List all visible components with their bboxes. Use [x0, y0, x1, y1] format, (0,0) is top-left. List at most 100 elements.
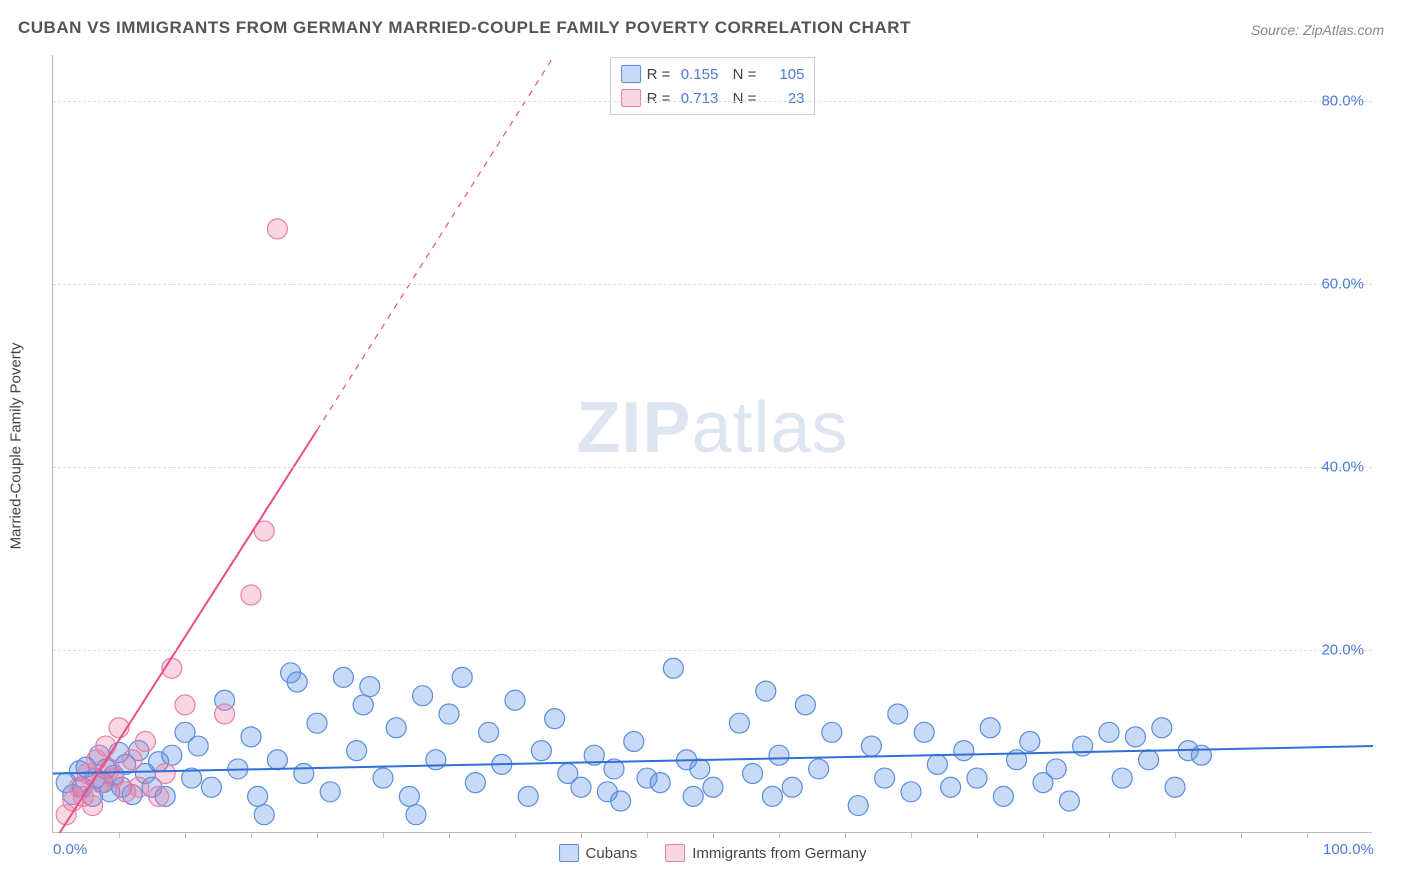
- point-germany: [129, 777, 149, 797]
- point-germany: [241, 585, 261, 605]
- point-germany: [149, 786, 169, 806]
- point-cubans: [188, 736, 208, 756]
- gridline: [53, 650, 1372, 651]
- point-cubans: [1139, 750, 1159, 770]
- point-cubans: [399, 786, 419, 806]
- x-tick-mark: [251, 832, 252, 838]
- trend-line: [317, 55, 555, 430]
- x-tick-mark: [1043, 832, 1044, 838]
- point-cubans: [769, 745, 789, 765]
- point-cubans: [353, 695, 373, 715]
- gridline: [53, 467, 1372, 468]
- point-cubans: [162, 745, 182, 765]
- trend-line: [53, 746, 1373, 773]
- x-tick-mark: [845, 832, 846, 838]
- y-tick-label: 40.0%: [1321, 458, 1364, 475]
- chart-title: CUBAN VS IMMIGRANTS FROM GERMANY MARRIED…: [18, 18, 911, 38]
- gridline: [53, 284, 1372, 285]
- point-cubans: [1099, 722, 1119, 742]
- point-cubans: [347, 741, 367, 761]
- point-germany: [267, 219, 287, 239]
- point-cubans: [287, 672, 307, 692]
- point-cubans: [762, 786, 782, 806]
- point-cubans: [426, 750, 446, 770]
- point-cubans: [294, 764, 314, 784]
- legend-item-germany: Immigrants from Germany: [665, 844, 866, 862]
- point-cubans: [822, 722, 842, 742]
- point-germany: [96, 736, 116, 756]
- point-cubans: [980, 718, 1000, 738]
- y-tick-label: 60.0%: [1321, 275, 1364, 292]
- point-cubans: [743, 764, 763, 784]
- bottom-legend: Cubans Immigrants from Germany: [559, 844, 867, 862]
- x-tick-mark: [1175, 832, 1176, 838]
- point-cubans: [650, 773, 670, 793]
- point-cubans: [307, 713, 327, 733]
- point-cubans: [683, 786, 703, 806]
- point-cubans: [861, 736, 881, 756]
- x-tick-mark: [449, 832, 450, 838]
- point-cubans: [320, 782, 340, 802]
- x-tick-mark: [383, 832, 384, 838]
- x-tick-mark: [515, 832, 516, 838]
- x-tick-mark: [779, 832, 780, 838]
- point-germany: [175, 695, 195, 715]
- point-cubans: [518, 786, 538, 806]
- point-cubans: [954, 741, 974, 761]
- point-cubans: [439, 704, 459, 724]
- point-cubans: [624, 731, 644, 751]
- point-cubans: [703, 777, 723, 797]
- point-germany: [155, 764, 175, 784]
- x-tick-mark: [1109, 832, 1110, 838]
- point-cubans: [690, 759, 710, 779]
- point-cubans: [1165, 777, 1185, 797]
- x-tick-label: 100.0%: [1323, 841, 1374, 858]
- point-cubans: [505, 690, 525, 710]
- x-tick-mark: [1307, 832, 1308, 838]
- x-tick-mark: [317, 832, 318, 838]
- point-cubans: [1191, 745, 1211, 765]
- point-cubans: [545, 709, 565, 729]
- point-germany: [122, 750, 142, 770]
- point-cubans: [611, 791, 631, 811]
- point-cubans: [901, 782, 921, 802]
- point-cubans: [479, 722, 499, 742]
- point-cubans: [1020, 731, 1040, 751]
- x-tick-mark: [647, 832, 648, 838]
- point-cubans: [663, 658, 683, 678]
- point-cubans: [248, 786, 268, 806]
- legend-item-cubans: Cubans: [559, 844, 638, 862]
- point-cubans: [386, 718, 406, 738]
- chart-area: ZIPatlas R = 0.155 N = 105 R = 0.713 N =…: [52, 55, 1372, 833]
- point-cubans: [967, 768, 987, 788]
- point-cubans: [571, 777, 591, 797]
- point-cubans: [1152, 718, 1172, 738]
- point-cubans: [941, 777, 961, 797]
- source-label: Source: ZipAtlas.com: [1251, 22, 1384, 38]
- point-cubans: [756, 681, 776, 701]
- point-cubans: [1112, 768, 1132, 788]
- swatch-blue-icon: [559, 844, 579, 862]
- x-tick-mark: [1241, 832, 1242, 838]
- point-cubans: [452, 667, 472, 687]
- swatch-pink-icon: [665, 844, 685, 862]
- x-tick-label: 0.0%: [53, 841, 87, 858]
- point-cubans: [782, 777, 802, 797]
- point-cubans: [1059, 791, 1079, 811]
- point-cubans: [729, 713, 749, 733]
- legend-label: Cubans: [586, 845, 638, 862]
- point-cubans: [267, 750, 287, 770]
- gridline: [53, 101, 1372, 102]
- x-tick-mark: [713, 832, 714, 838]
- point-cubans: [201, 777, 221, 797]
- x-tick-mark: [185, 832, 186, 838]
- point-cubans: [795, 695, 815, 715]
- y-tick-label: 80.0%: [1321, 92, 1364, 109]
- point-cubans: [333, 667, 353, 687]
- point-cubans: [360, 677, 380, 697]
- legend-label: Immigrants from Germany: [692, 845, 866, 862]
- x-tick-mark: [581, 832, 582, 838]
- point-cubans: [531, 741, 551, 761]
- point-cubans: [914, 722, 934, 742]
- point-cubans: [406, 805, 426, 825]
